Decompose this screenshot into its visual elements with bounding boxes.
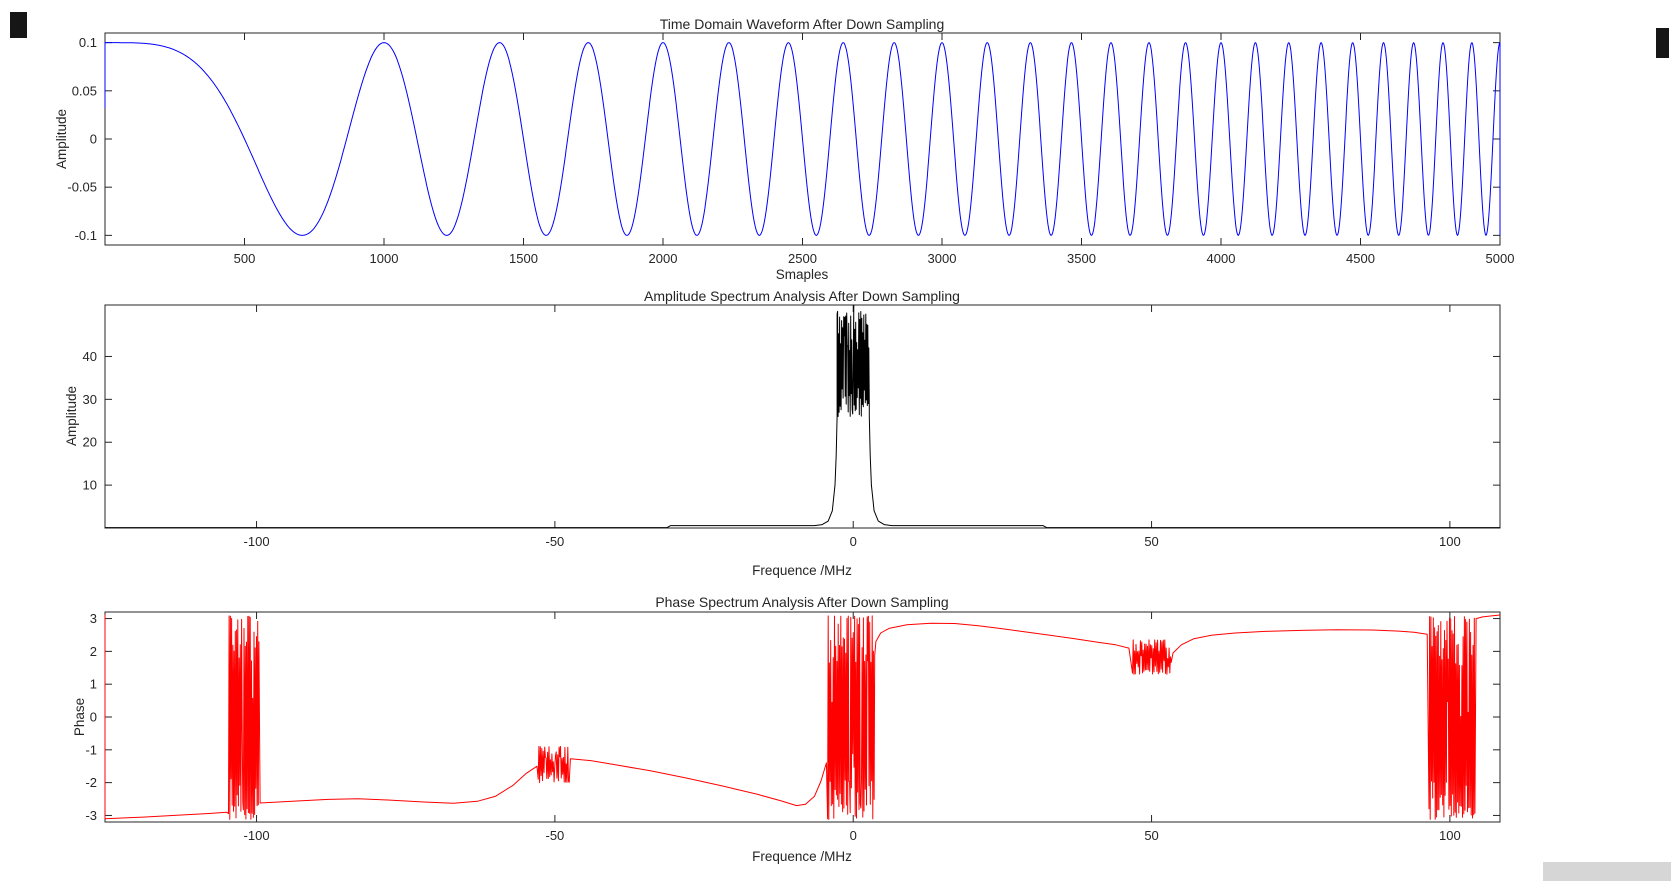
screenshot-artifact-top-right [1656,28,1669,58]
y-tick-label: 10 [83,478,97,493]
y-tick-label: 3 [90,611,97,626]
amplitude-spectrum-xlabel: Frequence /MHz [752,563,852,578]
timedomain-title: Time Domain Waveform After Down Sampling [660,16,945,32]
phase-spectrum-plot: -100 -50 0 50 100 3 2 1 0 -1 -2 -3 Phase Spectrum A… [72,594,1501,864]
y-tick-label: 30 [83,392,97,407]
x-tick-label: 4500 [1346,251,1375,266]
x-tick-label: 0 [850,828,857,843]
y-tick-label: 0 [90,710,97,725]
x-tick-label: 2500 [788,251,817,266]
x-tick-label: 100 [1439,534,1461,549]
x-tick-label: -100 [244,534,270,549]
x-tick-label: 50 [1144,534,1158,549]
x-tick-label: -100 [244,828,270,843]
y-tick-label: 0.1 [79,35,97,50]
x-tick-label: -50 [545,828,564,843]
phase-spectrum-ylabel: Phase [72,698,87,736]
x-tick-label: 100 [1439,828,1461,843]
x-tick-label: 1000 [370,251,399,266]
timedomain-plot: 500 1000 1500 2000 2500 3000 3500 4000 4500 5000 0… [54,16,1514,282]
data-curve [104,42,1501,236]
x-tick-label: -50 [545,534,564,549]
phase-spectrum-title: Phase Spectrum Analysis After Down Sampl… [655,594,948,610]
x-tick-label: 5000 [1486,251,1515,266]
x-tick-label: 3000 [928,251,957,266]
amplitude-spectrum-axes: -100 -50 0 50 100 10 20 30 40 [83,304,1501,549]
x-tick-label: 1500 [509,251,538,266]
x-tick-label: 2000 [649,251,678,266]
screenshot-artifact-top-left [10,12,27,38]
amplitude-spectrum-ylabel: Amplitude [64,386,79,446]
y-tick-label: -2 [85,775,97,790]
axes-box [104,304,1501,529]
phase-spectrum-xlabel: Frequence /MHz [752,849,852,864]
y-tick-label: 40 [83,349,97,364]
amplitude-spectrum-plot: -100 -50 0 50 100 10 20 30 40 Amplitude Spectrum… [64,288,1501,578]
data-curve [104,614,1501,820]
y-tick-label: 2 [90,644,97,659]
axes-box [104,611,1501,823]
y-tick-label: 1 [90,677,97,692]
timedomain-ylabel: Amplitude [54,109,69,169]
y-tick-label: 20 [83,435,97,450]
y-tick-label: -0.1 [75,228,97,243]
x-tick-label: 3500 [1067,251,1096,266]
window-corner-strip [1543,862,1671,881]
y-tick-label: -1 [85,742,97,757]
amplitude-spectrum-title: Amplitude Spectrum Analysis After Down S… [644,288,960,304]
x-tick-label: 500 [234,251,256,266]
y-tick-label: -3 [85,808,97,823]
y-tick-label: 0.05 [72,83,97,98]
x-tick-label: 50 [1144,828,1158,843]
timedomain-axes: 500 1000 1500 2000 2500 3000 3500 4000 4500 5000 0… [67,32,1515,266]
y-tick-label: -0.05 [67,180,97,195]
x-tick-label: 0 [850,534,857,549]
y-tick-label: 0 [90,132,97,147]
timedomain-xlabel: Smaples [776,267,829,282]
phase-spectrum-axes: -100 -50 0 50 100 3 2 1 0 -1 -2 -3 [85,611,1501,843]
x-tick-label: 4000 [1207,251,1236,266]
data-curve [105,304,1500,529]
